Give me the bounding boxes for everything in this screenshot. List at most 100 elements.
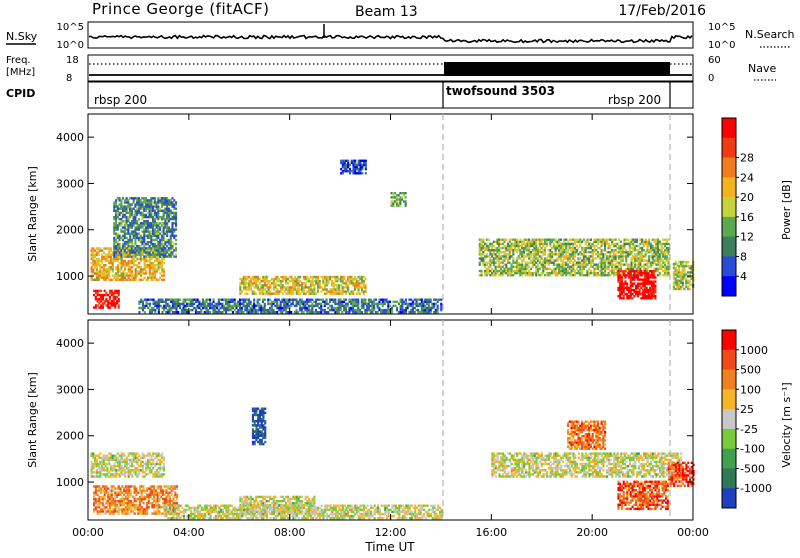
power-cell — [106, 258, 108, 260]
power-cell — [326, 280, 328, 282]
power-cell — [167, 311, 169, 313]
power-cell — [649, 276, 651, 278]
power-cell — [653, 259, 655, 261]
power-cell — [127, 203, 129, 205]
power-cell — [678, 265, 680, 267]
velocity-cell — [104, 506, 106, 508]
power-cell — [140, 249, 142, 251]
velocity-cell — [161, 473, 163, 475]
power-cell — [138, 301, 140, 303]
power-cell — [360, 166, 362, 168]
velocity-cell — [101, 469, 103, 471]
power-cell — [525, 272, 527, 274]
power-cell — [523, 268, 525, 270]
power-cell — [479, 245, 481, 247]
power-cell — [262, 288, 264, 290]
power-cell — [654, 270, 656, 272]
power-cell — [678, 273, 680, 275]
power-cell — [166, 199, 168, 201]
power-cell — [664, 270, 666, 272]
power-cell — [440, 299, 442, 301]
power-cell — [324, 286, 326, 288]
power-cell — [250, 280, 252, 282]
power-cell — [234, 309, 236, 311]
velocity-cell — [92, 452, 94, 454]
power-cell — [96, 247, 98, 249]
power-cell — [493, 272, 495, 274]
power-cell — [354, 303, 356, 305]
power-cell — [253, 301, 255, 303]
power-cell — [253, 299, 255, 301]
power-cell — [569, 247, 571, 249]
power-cell — [640, 272, 642, 274]
power-cell — [209, 311, 211, 313]
power-cell — [579, 251, 581, 253]
power-cell — [558, 253, 560, 255]
power-cell — [281, 311, 283, 313]
power-cell — [275, 276, 277, 278]
power-cell — [644, 289, 646, 291]
power-cell — [639, 243, 641, 245]
power-cell — [689, 271, 691, 273]
power-cell — [290, 278, 292, 280]
power-cell — [502, 266, 504, 268]
power-cell — [294, 299, 296, 301]
power-cell — [592, 255, 594, 257]
power-cell — [604, 243, 606, 245]
power-cell — [511, 245, 513, 247]
power-cell — [516, 241, 518, 243]
power-cell — [636, 241, 638, 243]
power-cell — [150, 212, 152, 214]
power-cell — [190, 301, 192, 303]
power-cell — [542, 270, 544, 272]
velocity-cell — [117, 457, 119, 459]
power-cell — [104, 300, 106, 302]
power-cell — [117, 224, 119, 226]
power-cell — [363, 276, 365, 278]
power-cell — [519, 264, 521, 266]
velocity-cell — [113, 512, 115, 514]
power-cell — [147, 266, 149, 268]
power-cell — [634, 249, 636, 251]
power-cell — [292, 299, 294, 301]
power-cell — [99, 247, 101, 249]
power-cell — [296, 278, 298, 280]
power-cell — [119, 247, 121, 249]
power-cell — [340, 280, 342, 282]
power-cell — [105, 258, 107, 260]
power-cell — [593, 247, 595, 249]
power-cell — [609, 245, 611, 247]
power-cell — [615, 268, 617, 270]
velocity-cell — [98, 500, 100, 502]
power-cell — [259, 278, 261, 280]
power-cell — [320, 311, 322, 313]
power-cell — [585, 249, 587, 251]
power-cell — [588, 251, 590, 253]
power-cell — [579, 257, 581, 259]
velocity-cell — [96, 459, 98, 461]
power-cell — [310, 293, 312, 295]
power-cell — [200, 309, 202, 311]
power-cell — [190, 309, 192, 311]
velocity-cell — [147, 459, 149, 461]
power-cell — [613, 243, 615, 245]
power-cell — [156, 264, 158, 266]
power-cell — [518, 255, 520, 257]
velocity-cell — [118, 506, 120, 508]
power-cell — [361, 290, 363, 292]
power-cell — [312, 288, 314, 290]
power-cell — [246, 293, 248, 295]
power-cell — [555, 272, 557, 274]
power-cell — [632, 293, 634, 295]
power-cell — [311, 303, 313, 305]
velocity-cell — [135, 457, 137, 459]
power-cell — [639, 239, 641, 241]
power-cell — [608, 255, 610, 257]
power-cell — [528, 255, 530, 257]
velocity-cell — [95, 508, 97, 510]
power-cell — [401, 307, 403, 309]
power-cell — [511, 266, 513, 268]
power-cell — [127, 208, 129, 210]
power-cell — [412, 311, 414, 313]
power-cell — [163, 247, 165, 249]
